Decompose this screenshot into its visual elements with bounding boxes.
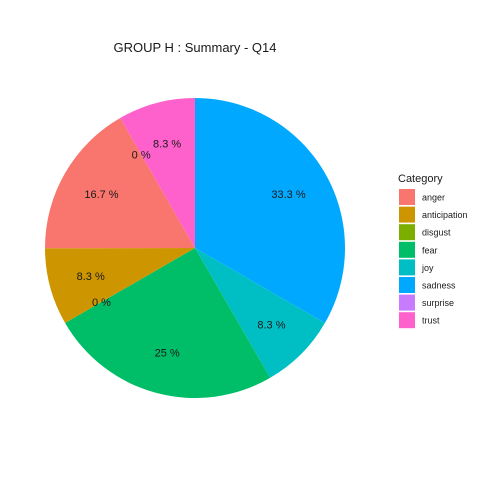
slice-label-disgust: 0 % <box>92 297 111 309</box>
legend-label-anticipation: anticipation <box>422 210 468 220</box>
slice-label-anger: 16.7 % <box>84 189 118 201</box>
legend-swatch-trust <box>399 312 415 329</box>
slice-anger <box>45 117 195 249</box>
chart-title: GROUP H : Summary - Q14 <box>113 40 276 55</box>
slice-trust <box>120 98 195 248</box>
slice-label-sadness: 33.3 % <box>271 189 305 201</box>
slice-fear <box>65 248 271 399</box>
legend-swatch-fear <box>399 241 415 258</box>
legend-label-joy: joy <box>421 263 434 273</box>
slice-anticipation <box>45 248 196 323</box>
slice-label-anticipation: 8.3 % <box>77 271 105 283</box>
legend-label-disgust: disgust <box>422 228 451 238</box>
legend-swatch-sadness <box>399 277 415 293</box>
slice-label-joy: 8.3 % <box>257 319 285 331</box>
slice-label-surprise: 0 % <box>132 149 151 161</box>
legend-swatch-surprise <box>399 294 415 311</box>
legend-label-trust: trust <box>422 316 440 326</box>
legend-swatch-joy <box>399 259 415 276</box>
pie-slices <box>45 98 345 399</box>
legend-label-sadness: sadness <box>422 281 456 291</box>
legend-label-fear: fear <box>422 245 438 255</box>
slice-label-fear: 25 % <box>155 347 180 359</box>
slice-label-trust: 8.3 % <box>153 139 181 151</box>
legend-title: Category <box>398 173 443 185</box>
legend-swatch-anger <box>399 189 415 205</box>
legend-swatch-anticipation <box>399 206 415 223</box>
pie-labels: 33.3 %8.3 %25 %0 %8.3 %16.7 %0 %8.3 % <box>77 139 306 360</box>
slice-sadness <box>195 98 345 323</box>
slice-joy <box>195 248 325 378</box>
legend-label-surprise: surprise <box>422 298 454 308</box>
legend: Category anger anticipation disgust fear joy… <box>398 173 468 329</box>
legend-label-anger: anger <box>422 193 445 203</box>
legend-swatch-disgust <box>399 224 415 241</box>
